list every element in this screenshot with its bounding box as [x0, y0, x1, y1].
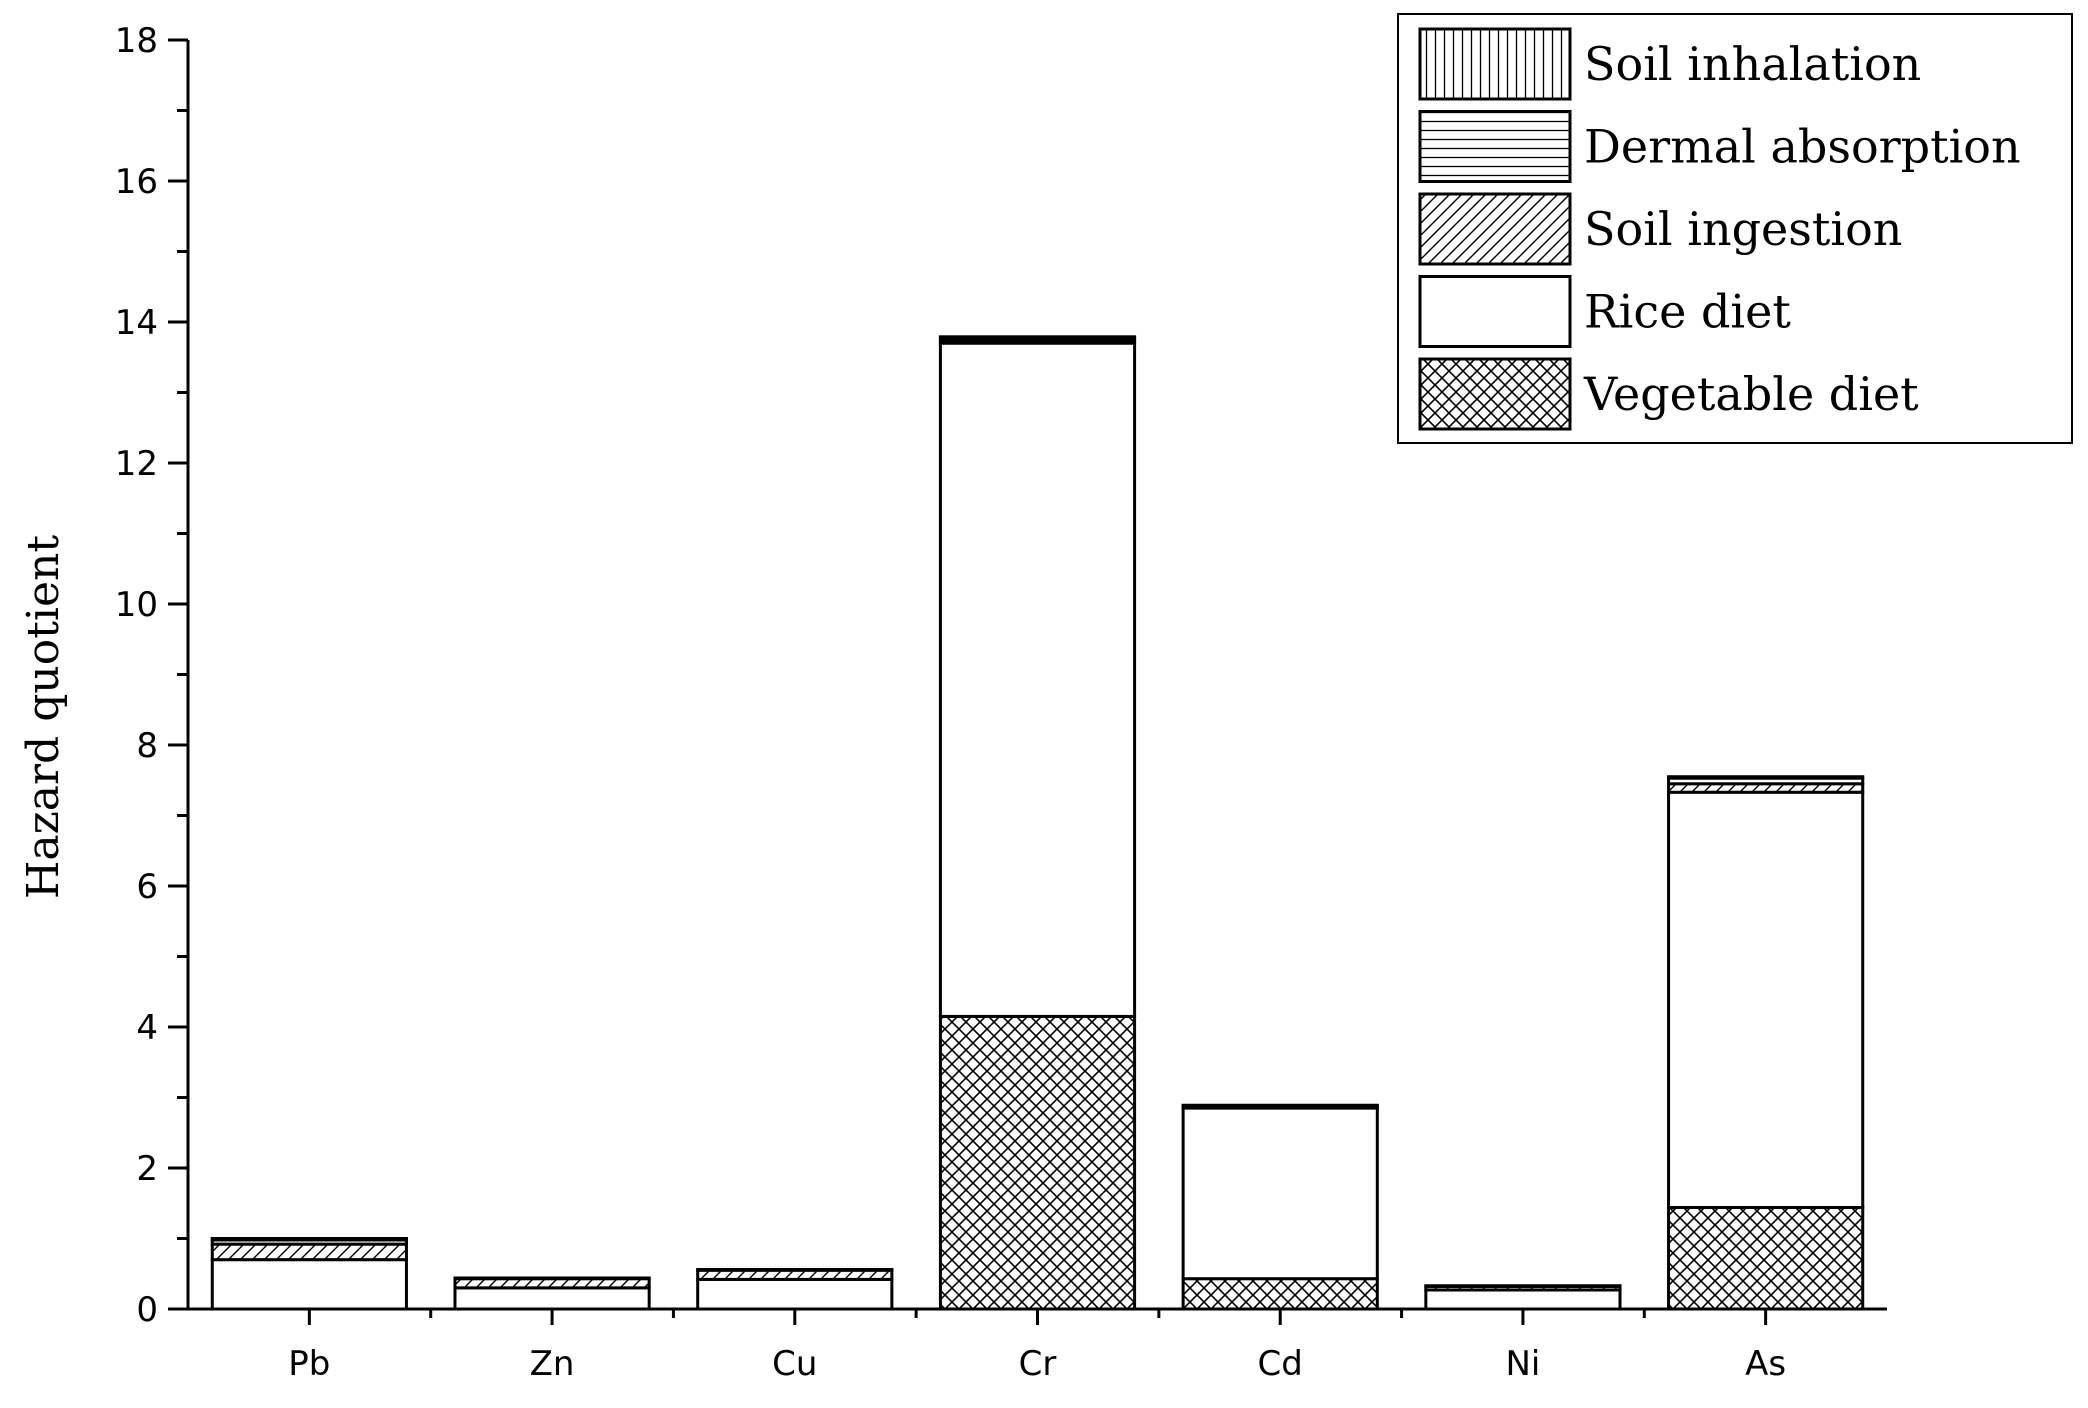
x-tick-label-ni: Ni	[1505, 1344, 1540, 1384]
legend-swatch-vegetable-diet	[1418, 357, 1572, 431]
x-tick-label-cr: Cr	[1019, 1344, 1057, 1384]
bar-stack-cr	[938, 335, 1137, 1311]
y-tick-label: 2	[136, 1149, 158, 1189]
bar-segment-cu-dermal-absorption	[696, 1268, 894, 1272]
bar-segment-cr-soil-inhalation	[938, 335, 1137, 340]
y-tick-label: 8	[136, 726, 158, 766]
y-tick-label: 16	[115, 162, 158, 202]
bar-stack-pb	[210, 1237, 408, 1311]
bar-segment-ni-dermal-absorption	[1424, 1284, 1622, 1288]
legend-swatch-soil-inhalation	[1418, 27, 1572, 101]
bar-segment-as-soil-inhalation	[1667, 775, 1865, 780]
bar-stack-cd	[1181, 1103, 1379, 1311]
legend-swatch-soil-ingestion	[1418, 192, 1572, 266]
bar-stack-cu	[696, 1268, 894, 1311]
legend-label-dermal-absorption: Dermal absorption	[1584, 120, 2021, 174]
bar-segment-cd-rice-diet	[1181, 1106, 1379, 1281]
bar-stack-zn	[453, 1276, 651, 1311]
bar-stacks	[210, 335, 1865, 1311]
y-tick-label: 12	[115, 444, 158, 484]
bar-stack-ni	[1424, 1284, 1622, 1311]
legend-label-rice-diet: Rice diet	[1584, 285, 1791, 339]
legend-swatch-rice-diet	[1418, 275, 1572, 348]
x-tick-label-cd: Cd	[1258, 1344, 1303, 1384]
y-tick-label: 14	[115, 303, 158, 343]
bar-segment-cd-soil-inhalation	[1181, 1103, 1379, 1108]
bar-segment-as-rice-diet	[1667, 790, 1865, 1209]
x-tick-label-pb: Pb	[288, 1344, 330, 1384]
y-tick-label: 10	[115, 585, 158, 625]
x-tick-label-as: As	[1745, 1344, 1786, 1384]
x-tick-label-zn: Zn	[530, 1344, 575, 1384]
bar-segment-pb-rice-diet	[210, 1258, 408, 1311]
legend-swatch-dermal-absorption	[1418, 110, 1572, 183]
legend-label-soil-ingestion: Soil ingestion	[1584, 202, 1902, 256]
y-tick-label: 6	[136, 867, 158, 907]
y-tick-label: 18	[115, 21, 158, 61]
bar-segment-pb-soil-ingestion	[210, 1242, 408, 1262]
bar-segment-cr-rice-diet	[938, 341, 1137, 1018]
y-tick-label: 4	[136, 1008, 158, 1048]
bar-segment-cd-vegetable-diet	[1181, 1277, 1379, 1311]
bar-segment-zn-dermal-absorption	[453, 1276, 651, 1281]
x-axis-ticks: Pb Zn Cu Cr Cd Ni As	[288, 1309, 1786, 1384]
bar-segment-ni-rice-diet	[1424, 1288, 1622, 1311]
legend-label-vegetable-diet: Vegetable diet	[1583, 367, 1919, 421]
y-tick-label: 0	[136, 1290, 158, 1330]
legend: Soil inhalation Dermal absorption Soil ing…	[1397, 13, 2073, 444]
y-axis-title: Hazard quotient	[18, 535, 69, 899]
bar-stack-as	[1667, 775, 1865, 1311]
bar-segment-cr-vegetable-diet	[938, 1014, 1137, 1311]
bar-segment-zn-rice-diet	[453, 1286, 651, 1311]
bar-segment-cu-rice-diet	[696, 1277, 894, 1311]
x-tick-label-cu: Cu	[772, 1344, 817, 1384]
y-axis-ticks: 0 2 4 6 8 10 12 14 16 18	[115, 21, 188, 1330]
bar-segment-pb-soil-inhalation	[210, 1237, 408, 1242]
legend-label-soil-inhalation: Soil inhalation	[1584, 37, 1921, 91]
bar-segment-as-vegetable-diet	[1667, 1205, 1865, 1311]
